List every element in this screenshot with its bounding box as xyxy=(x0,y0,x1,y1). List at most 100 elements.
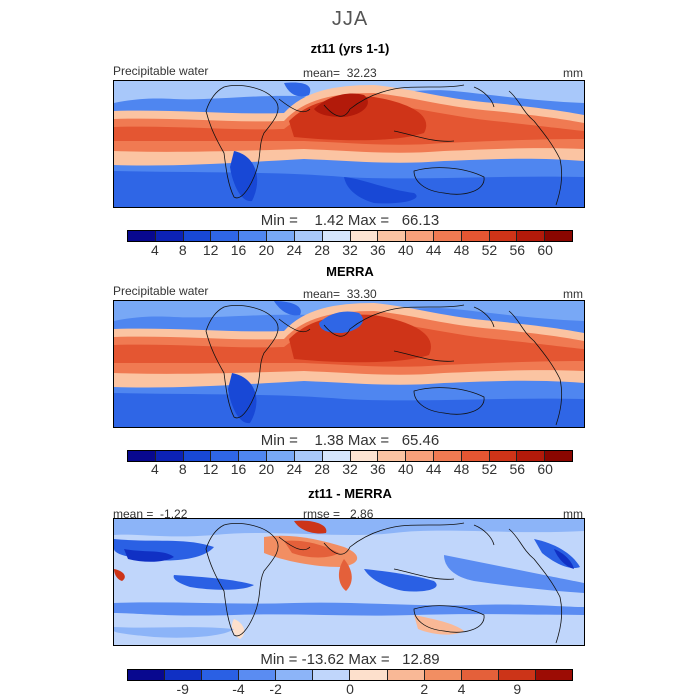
panel2-map-field xyxy=(114,301,584,427)
colorbar-swatch xyxy=(128,231,156,241)
panel3-mean-value: -1.22 xyxy=(160,507,188,521)
panel1-variable-label: Precipitable water xyxy=(113,64,209,78)
panel1-max-label: Max = xyxy=(347,212,390,229)
colorbar-swatch xyxy=(545,451,572,461)
colorbar-swatch xyxy=(155,451,184,461)
panel3-rmse-value: 2.86 xyxy=(350,507,374,521)
colorbar-swatch xyxy=(406,451,434,461)
panel1-title: zt11 (yrs 1-1) xyxy=(310,41,390,56)
panel3-mean-label: mean = xyxy=(113,507,154,521)
panel2-minmax: Min = 1.38 Max = 65.46 xyxy=(0,432,700,449)
colorbar-tick-label: -2 xyxy=(269,681,282,697)
colorbar-tick-label: 36 xyxy=(370,461,386,477)
panel1-max-value: 66.13 xyxy=(401,212,440,229)
colorbar-swatch xyxy=(183,231,212,241)
colorbar-swatch xyxy=(433,231,462,241)
colorbar-swatch xyxy=(165,670,203,680)
colorbar-tick-label: 36 xyxy=(370,242,386,258)
colorbar-swatch xyxy=(350,670,388,680)
panel1-mean-label: mean= xyxy=(303,66,341,80)
panel1-map-field xyxy=(114,81,584,207)
panel1-mean: mean= 32.23 xyxy=(303,66,377,80)
colorbar-tick-label: 16 xyxy=(230,242,247,258)
panel3-map xyxy=(113,518,585,646)
colorbar-tick-label: 2 xyxy=(420,681,429,697)
colorbar-swatch xyxy=(433,451,462,461)
colorbar-tick-label: 52 xyxy=(481,461,498,477)
panel3-min-label: Min = xyxy=(260,651,298,668)
colorbar-tick-label: 24 xyxy=(286,461,303,477)
colorbar-swatch xyxy=(211,451,240,461)
colorbar-swatch xyxy=(239,670,277,680)
panel2-colorbar-ticks: 4 8 12 16 20 24 28 32 36 40 44 48 52 56 60 xyxy=(127,461,573,477)
panel3-rmse: rmse = 2.86 xyxy=(303,507,373,521)
colorbar-tick-label: 20 xyxy=(258,461,275,477)
colorbar-tick-label: 8 xyxy=(178,461,187,477)
colorbar-swatch xyxy=(498,670,536,680)
panel2-colorbar xyxy=(127,450,573,462)
colorbar-swatch xyxy=(406,231,434,241)
colorbar-tick-label: 28 xyxy=(314,242,330,258)
colorbar-swatch xyxy=(489,451,518,461)
panel2-map xyxy=(113,300,585,428)
season-title: JJA xyxy=(331,8,369,30)
colorbar-tick-label: 44 xyxy=(425,242,442,258)
panel3-max-value: 12.89 xyxy=(402,651,440,668)
panel3-max-label: Max = xyxy=(348,651,390,668)
colorbar-swatch xyxy=(211,231,240,241)
colorbar-tick-label: 20 xyxy=(258,242,275,258)
colorbar-swatch xyxy=(267,231,295,241)
colorbar-tick-label: 40 xyxy=(397,242,414,258)
panel3-map-field xyxy=(114,519,584,645)
panel3-minmax: Min = -13.62 Max = 12.89 xyxy=(0,651,700,668)
colorbar-swatch xyxy=(128,451,156,461)
panel2-min-label: Min = xyxy=(260,432,298,449)
colorbar-tick-label: 32 xyxy=(342,461,358,477)
colorbar-tick-label: 4 xyxy=(150,242,159,258)
colorbar-tick-label: 44 xyxy=(425,461,442,477)
colorbar-swatch xyxy=(239,451,268,461)
colorbar-tick-label: -4 xyxy=(232,681,245,697)
colorbar-tick-label: 52 xyxy=(481,242,498,258)
panel3-colorbar xyxy=(127,669,573,681)
colorbar-swatch xyxy=(545,231,572,241)
panel1-map xyxy=(113,80,585,208)
panel2-max-label: Max = xyxy=(347,432,390,449)
panel3-mean: mean = -1.22 xyxy=(113,507,187,521)
colorbar-tick-label: 48 xyxy=(453,461,470,477)
colorbar-swatch xyxy=(155,231,184,241)
colorbar-swatch xyxy=(535,670,572,680)
colorbar-tick-label: 12 xyxy=(202,242,219,258)
colorbar-swatch xyxy=(461,670,499,680)
colorbar-tick-label: 4 xyxy=(457,681,466,697)
colorbar-tick-label: 0 xyxy=(346,681,354,697)
panel2-units: mm xyxy=(563,287,583,301)
colorbar-swatch xyxy=(313,670,351,680)
panel1-minmax: Min = 1.42 Max = 66.13 xyxy=(0,212,700,229)
panel1-colorbar-ticks: 4 8 12 16 20 24 28 32 36 40 44 48 52 56 60 xyxy=(127,242,573,258)
panel2-min-value: 1.38 xyxy=(314,432,344,449)
colorbar-tick-label: 48 xyxy=(453,242,470,258)
colorbar-tick-label: 40 xyxy=(397,461,414,477)
colorbar-swatch xyxy=(378,231,407,241)
panel3-colorbar-ticks: -9 -4 -2 0 2 4 9 xyxy=(127,681,573,697)
colorbar-tick-label: 60 xyxy=(537,461,553,477)
colorbar-swatch xyxy=(322,451,351,461)
colorbar-swatch xyxy=(239,231,268,241)
colorbar-tick-label: 12 xyxy=(202,461,219,477)
colorbar-swatch xyxy=(424,670,462,680)
panel3-title: zt11 - MERRA xyxy=(308,486,392,501)
colorbar-swatch xyxy=(517,451,546,461)
colorbar-swatch xyxy=(128,670,166,680)
panel3-units: mm xyxy=(563,507,583,521)
colorbar-swatch xyxy=(202,670,240,680)
colorbar-tick-label: 4 xyxy=(150,461,159,477)
colorbar-tick-label: -9 xyxy=(176,681,189,697)
colorbar-tick-label: 28 xyxy=(314,461,330,477)
colorbar-swatch xyxy=(387,670,425,680)
colorbar-swatch xyxy=(276,670,314,680)
panel2-mean-label: mean= xyxy=(303,287,341,301)
panel1-min-value: 1.42 xyxy=(314,212,344,229)
colorbar-swatch xyxy=(183,451,212,461)
panel1-min-label: Min = xyxy=(260,212,298,229)
